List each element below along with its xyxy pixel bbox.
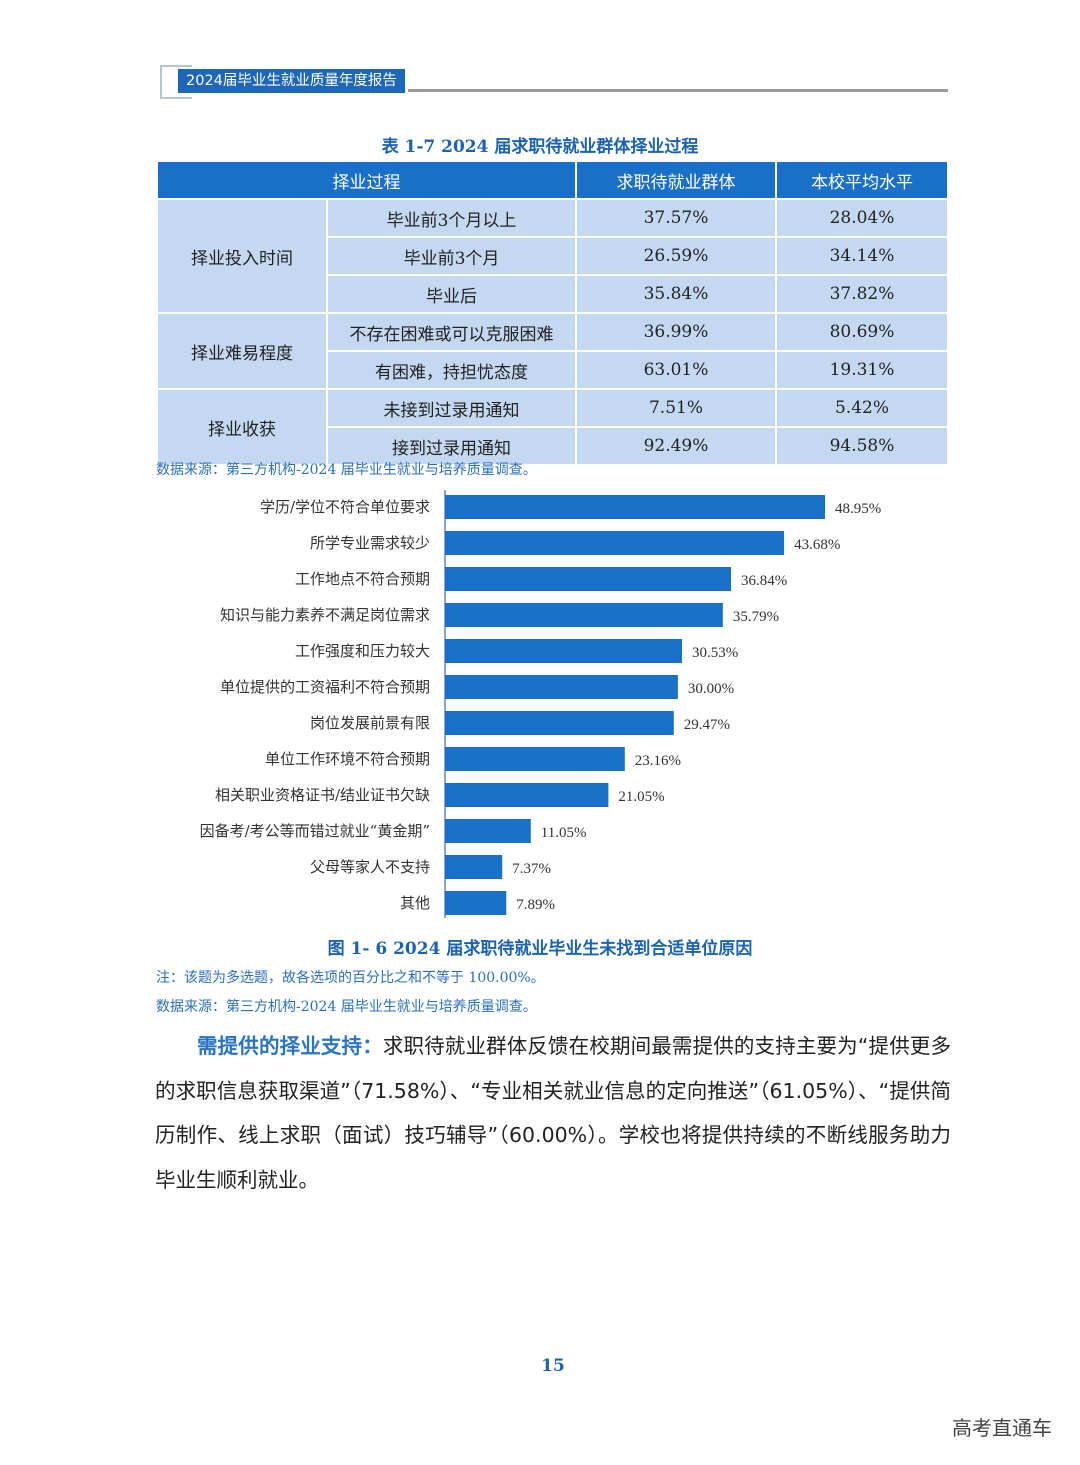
- data-label: 23.16%: [635, 753, 681, 769]
- data-label: 7.37%: [512, 861, 551, 877]
- data-label: 29.47%: [684, 717, 730, 733]
- value-cell: 63.01%: [577, 352, 775, 388]
- bar: [445, 819, 531, 843]
- category-label: 学历/学位不符合单位要求: [260, 498, 430, 516]
- table-row: 接到过录用通知 92.49% 94.58%: [158, 428, 947, 464]
- selection-process-table: 择业过程 求职待就业群体 本校平均水平 择业投入时间 毕业前3个月以上 37.57%…: [156, 160, 949, 466]
- item-cell: 毕业前3个月以上: [328, 200, 575, 236]
- table-source-note: 数据来源：第三方机构-2024 届毕业生就业与培养质量调查。: [156, 462, 537, 478]
- group-cell: 择业投入时间: [158, 200, 326, 312]
- table-caption: 表 1-7 2024 届求职待就业群体择业过程: [381, 137, 699, 157]
- value-cell: 5.42%: [777, 390, 947, 426]
- bar: [445, 747, 625, 771]
- figure-source-note: 数据来源：第三方机构-2024 届毕业生就业与培养质量调查。: [156, 999, 537, 1015]
- category-label: 工作地点不符合预期: [295, 570, 430, 588]
- bar: [445, 603, 723, 627]
- bar: [445, 567, 731, 591]
- category-label: 岗位发展前景有限: [310, 714, 430, 732]
- item-cell: 不存在困难或可以克服困难: [328, 314, 575, 350]
- bar: [445, 855, 503, 879]
- value-cell: 28.04%: [777, 200, 947, 236]
- data-label: 48.95%: [835, 501, 881, 517]
- watermark: 高考直通车: [952, 1416, 1052, 1440]
- category-label: 因备考/考公等而错过就业“黄金期”: [200, 822, 430, 840]
- data-label: 30.53%: [692, 645, 738, 661]
- category-label: 父母等家人不支持: [310, 858, 430, 876]
- bar: [445, 783, 609, 807]
- bar: [445, 639, 683, 663]
- report-header-title: 2024届毕业生就业质量年度报告: [178, 69, 405, 93]
- item-cell: 接到过录用通知: [328, 428, 575, 464]
- group-cell: 择业收获: [158, 390, 326, 464]
- header-decoration: [160, 65, 192, 99]
- item-cell: 毕业前3个月: [328, 238, 575, 274]
- column-header: 择业过程: [158, 162, 575, 198]
- value-cell: 19.31%: [777, 352, 947, 388]
- table-row: 毕业后 35.84% 37.82%: [158, 276, 947, 312]
- table-row: 择业难易程度 不存在困难或可以克服困难 36.99% 80.69%: [158, 314, 947, 388]
- bar: [445, 495, 825, 519]
- bar: [445, 531, 785, 555]
- column-header: 求职待就业群体: [577, 162, 775, 198]
- table-row: 有困难，持担忧态度 63.01% 19.31%: [158, 352, 947, 388]
- value-cell: 92.49%: [577, 428, 775, 464]
- value-cell: 34.14%: [777, 238, 947, 274]
- body-paragraph: 需提供的择业支持：求职待就业群体反馈在校期间最需提供的支持主要为“提供更多的求职…: [155, 1024, 951, 1202]
- value-cell: 94.58%: [777, 428, 947, 464]
- value-cell: 37.57%: [577, 200, 775, 236]
- value-cell: 36.99%: [577, 314, 775, 350]
- category-label: 相关职业资格证书/结业证书欠缺: [215, 786, 430, 804]
- data-label: 35.79%: [733, 609, 779, 625]
- table-row: 择业投入时间 毕业前3个月以上 37.57% 28.04%: [158, 200, 947, 312]
- figure-caption: 图 1- 6 2024 届求职待就业毕业生未找到合适单位原因: [327, 939, 753, 959]
- data-label: 21.05%: [618, 789, 664, 805]
- category-label: 单位提供的工资福利不符合预期: [220, 678, 430, 696]
- value-cell: 80.69%: [777, 314, 947, 350]
- data-label: 36.84%: [741, 573, 787, 589]
- item-cell: 未接到过录用通知: [328, 390, 575, 426]
- category-label: 所学专业需求较少: [310, 534, 430, 552]
- value-cell: 35.84%: [577, 276, 775, 312]
- bar: [445, 711, 674, 735]
- item-cell: 毕业后: [328, 276, 575, 312]
- page-number: 15: [541, 1356, 565, 1376]
- category-label: 其他: [400, 894, 430, 912]
- data-label: 7.89%: [516, 897, 555, 913]
- group-cell: 择业难易程度: [158, 314, 326, 388]
- value-cell: 37.82%: [777, 276, 947, 312]
- header-rule: [408, 89, 948, 92]
- category-label: 知识与能力素养不满足岗位需求: [220, 606, 430, 624]
- item-cell: 有困难，持担忧态度: [328, 352, 575, 388]
- column-header: 本校平均水平: [777, 162, 947, 198]
- data-label: 11.05%: [541, 825, 587, 841]
- value-cell: 26.59%: [577, 238, 775, 274]
- bar: [445, 891, 507, 915]
- bar-chart: 学历/学位不符合单位要求 48.95% 所学专业需求较少 43.68% 工作地点不符合预…: [200, 490, 881, 918]
- category-label: 单位工作环境不符合预期: [265, 750, 430, 768]
- paragraph-text: 求职待就业群体反馈在校期间最需提供的支持主要为“提供更多的求职信息获取渠道”（7…: [155, 1034, 951, 1192]
- value-cell: 7.51%: [577, 390, 775, 426]
- table-row: 毕业前3个月 26.59% 34.14%: [158, 238, 947, 274]
- table-row: 择业收获 未接到过录用通知 7.51% 5.42%: [158, 390, 947, 464]
- paragraph-lead: 需提供的择业支持：: [197, 1034, 383, 1058]
- data-label: 30.00%: [688, 681, 734, 697]
- figure-note: 注：该题为多选题，故各选项的百分比之和不等于 100.00%。: [156, 970, 545, 986]
- category-label: 工作强度和压力较大: [295, 642, 430, 660]
- data-label: 43.68%: [794, 537, 840, 553]
- bar: [445, 675, 678, 699]
